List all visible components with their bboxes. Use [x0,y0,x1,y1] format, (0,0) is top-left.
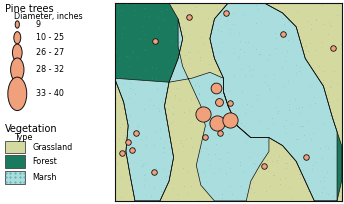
Text: 10 - 25: 10 - 25 [36,33,64,42]
Polygon shape [115,78,174,201]
Point [228,118,233,121]
Point [133,131,139,134]
Point [214,121,219,124]
Circle shape [12,44,22,61]
Point [280,32,285,35]
Bar [4,171,25,184]
Text: 26 - 27: 26 - 27 [36,48,64,57]
Polygon shape [210,3,342,201]
Point [126,140,131,143]
Point [223,11,228,15]
Text: Forest: Forest [32,157,57,166]
Polygon shape [169,19,269,201]
Point [129,149,135,152]
Polygon shape [210,3,337,201]
Point [228,101,233,105]
Text: Pine trees: Pine trees [4,4,53,14]
Text: 33 - 40: 33 - 40 [36,89,64,98]
Point [120,152,125,155]
Circle shape [14,32,21,44]
Point [151,171,157,174]
Point [216,100,222,104]
Bar [4,141,25,153]
Circle shape [11,58,24,82]
Text: Grassland: Grassland [32,143,73,152]
Text: 9: 9 [36,20,41,29]
Point [262,165,267,168]
Text: 28 - 32: 28 - 32 [36,65,64,74]
Text: Vegetation: Vegetation [4,124,57,134]
Circle shape [8,77,27,111]
Text: Diameter, inches: Diameter, inches [14,12,83,21]
Point [304,156,309,159]
Bar [4,155,25,168]
Circle shape [15,21,19,28]
Point [330,46,335,49]
Text: Marsh: Marsh [32,173,57,182]
Point [213,86,218,90]
Point [217,131,223,134]
Point [152,39,158,42]
Point [187,15,192,19]
Polygon shape [115,3,183,201]
Point [200,112,206,115]
Point [203,135,208,138]
Text: Type: Type [14,133,32,142]
